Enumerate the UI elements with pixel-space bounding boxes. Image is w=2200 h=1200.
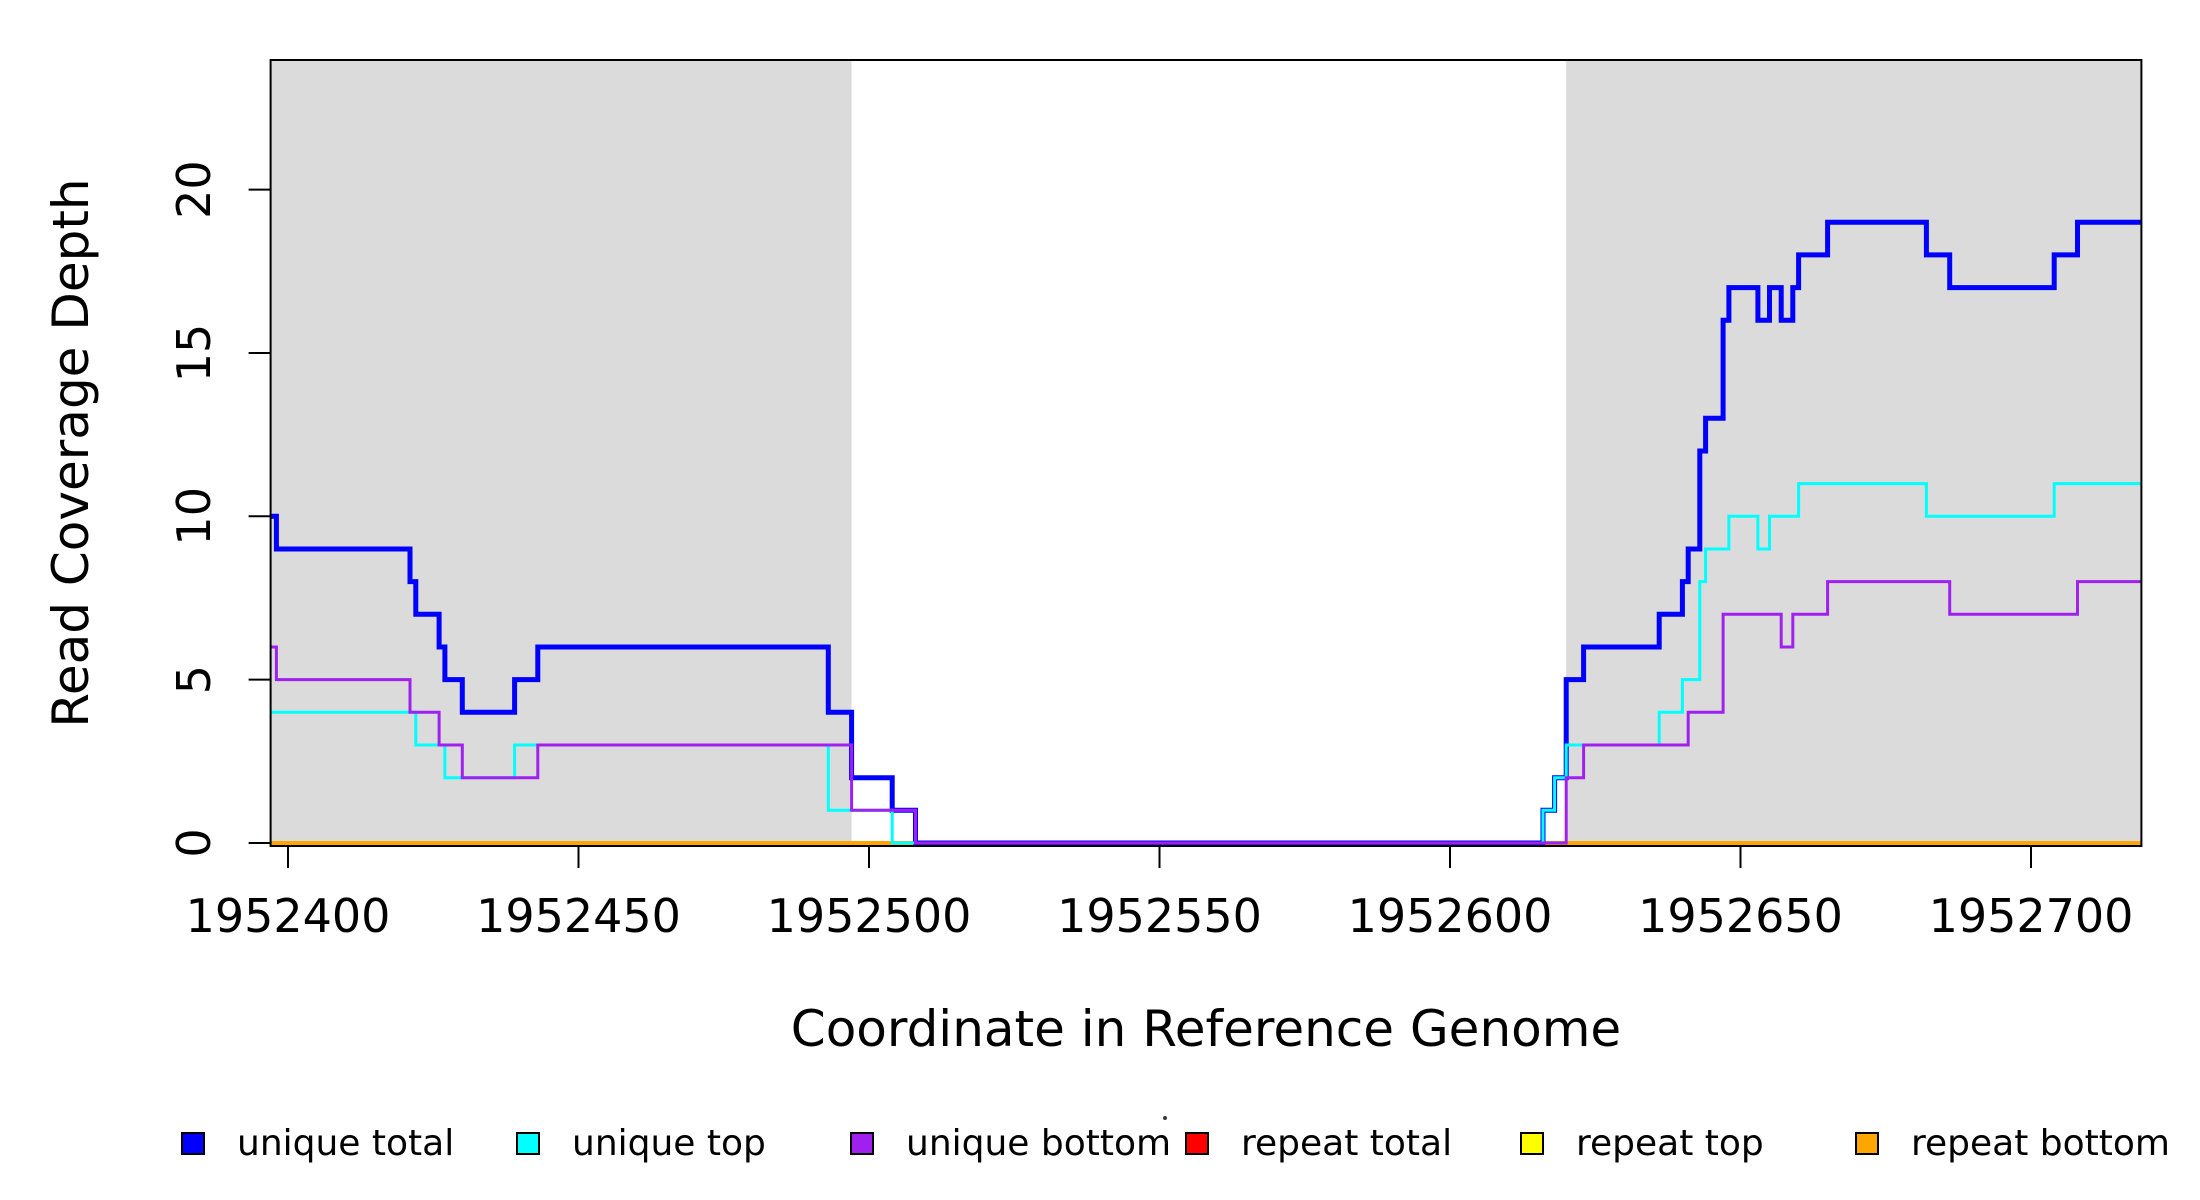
legend-label: unique bottom [906,1122,1172,1164]
legend-label: repeat total [1241,1122,1453,1164]
x-tick-label: 1952500 [767,889,972,943]
legend-label: repeat top [1576,1122,1764,1164]
y-tick-label: 20 [167,160,221,219]
legend-swatch-icon [181,1131,205,1155]
y-tick-label: 0 [167,828,221,857]
legend-swatch-icon [850,1131,874,1155]
x-tick-label: 1952400 [186,889,391,943]
shaded-repeat-regions [270,60,2142,846]
y-tick-label: 5 [167,665,221,694]
legend-item-repeat-top: repeat top [1520,1118,1764,1168]
series-unique-total [270,219,2142,846]
legend-item-repeat-bottom: repeat bottom [1855,1118,2170,1168]
legend-item-unique-top: unique top [516,1118,766,1168]
y-tick-label: 10 [167,487,221,546]
legend-item-unique-bottom: unique bottom [850,1118,1171,1168]
legend-swatch-icon [516,1131,540,1155]
legend-item-repeat-total: repeat total [1185,1118,1452,1168]
coverage-series-lines [270,219,2142,846]
y-axis-title: Read Coverage Depth [42,178,100,727]
legend-label: repeat bottom [1911,1122,2170,1164]
series-unique-bottom [270,580,2142,845]
x-tick-label: 1952650 [1638,889,1843,943]
legend-item-unique-total: unique total [181,1118,454,1168]
x-tick-label: 1952700 [1929,889,2134,943]
shaded-region [270,60,852,846]
axes-and-ticks: 1952400 1952450 1952500 1952550 1952600 19526… [167,59,2143,943]
y-tick-label: 15 [167,324,221,383]
stray-dot-artifact [1163,1116,1167,1120]
x-tick-label: 1952600 [1348,889,1553,943]
legend-label: unique total [237,1122,455,1164]
legend-swatch-icon [1520,1131,1544,1155]
plot-box [269,59,2143,847]
x-axis-title: Coordinate in Reference Genome [791,1000,1621,1058]
legend-swatch-icon [1185,1131,1209,1155]
legend-label: unique top [572,1122,766,1164]
shaded-region [1566,60,2142,846]
x-tick-label: 1952550 [1057,889,1262,943]
legend-swatch-icon [1855,1131,1879,1155]
chart-legend: unique total unique top unique bottom repea… [0,1118,2200,1178]
x-tick-label: 1952450 [476,889,681,943]
